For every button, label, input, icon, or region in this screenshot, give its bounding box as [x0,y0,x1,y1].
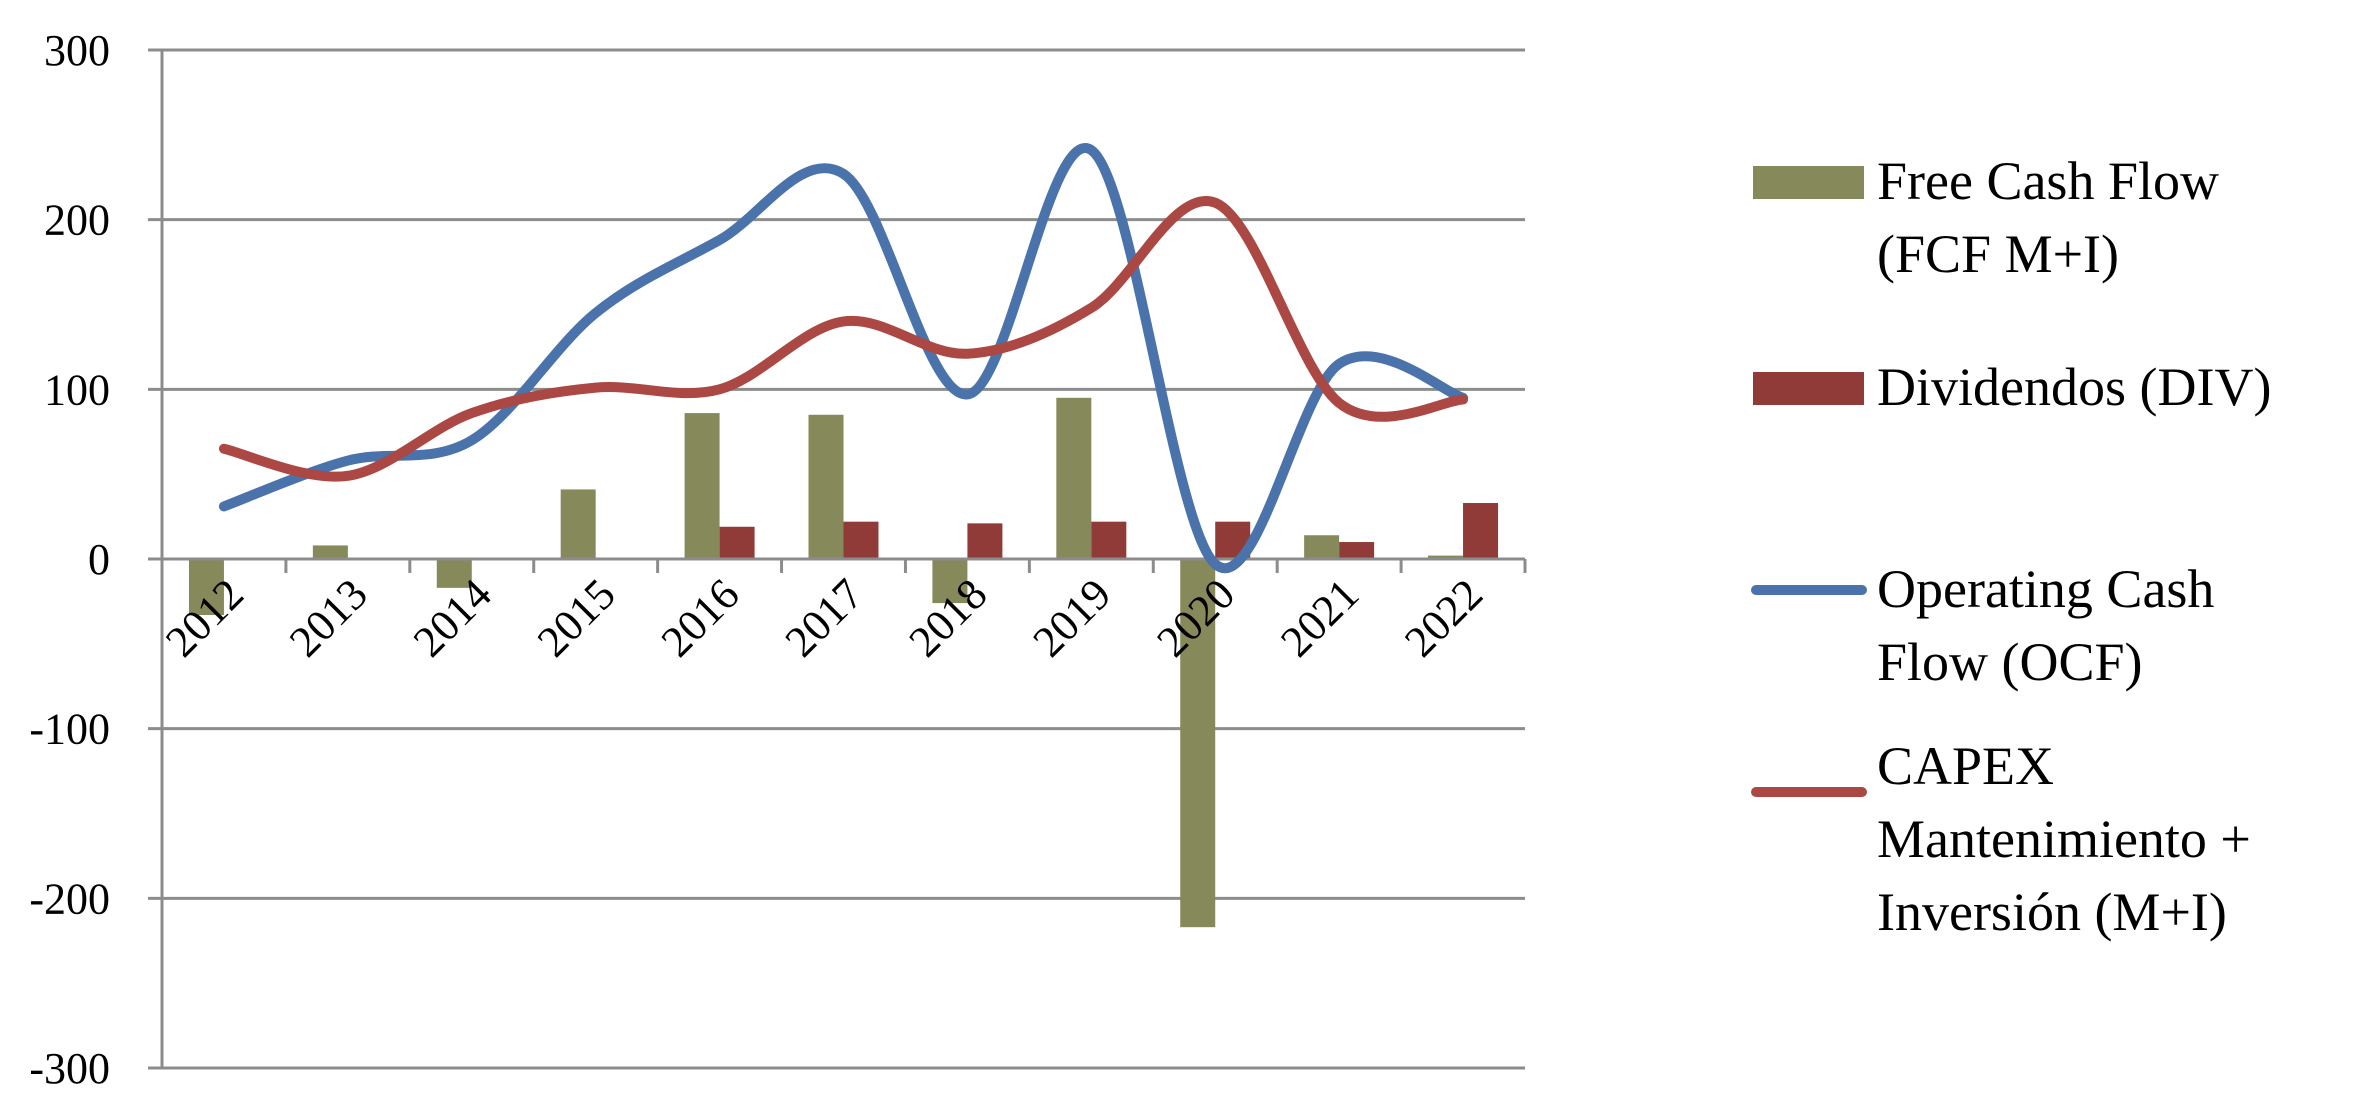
bar-free [436,559,472,588]
legend-swatch [1753,372,1864,405]
x-tick-label: 2017 [776,569,873,666]
x-tick-label: 2016 [652,569,749,666]
x-tick-label: 2021 [1271,569,1368,666]
axes [160,50,1527,1068]
x-tick-label: 2013 [280,569,377,666]
bar-free [684,413,720,559]
bar-free [1304,535,1340,559]
legend-label: Operating Cash [1877,559,2214,619]
x-tick-label: 2022 [1395,569,1492,666]
x-tick-label: 2012 [156,569,253,666]
line-capex [218,195,1469,482]
x-tick-label: 2020 [1147,569,1244,666]
bar-free [1428,555,1464,559]
legend-label: (FCF M+I) [1877,224,2119,284]
bar-free [808,414,844,559]
legend-swatch [1753,166,1864,199]
bar-dividendos [1339,542,1375,559]
legend: Free Cash Flow (FCF M+I) Dividendos (DIV) O… [1751,151,2271,942]
legend-item: CAPEX Mantenimiento + Inversión (M+I) [1751,736,2251,942]
legend-label: Free Cash Flow [1877,151,2219,211]
y-tick-label: 100 [44,365,110,414]
y-tick-label: -300 [29,1044,110,1093]
legend-label: Dividendos (DIV) [1877,357,2271,417]
legend-item: Dividendos (DIV) [1753,357,2271,417]
bar-free [932,559,968,604]
bar-dividendos [843,521,879,559]
legend-label: CAPEX [1877,736,2054,796]
y-axis-tick-labels: 300 200 100 0 -100 -200 -300 [29,26,110,1093]
y-tick-label: -200 [29,874,110,923]
bars [188,397,1499,928]
x-tick-label: 2014 [404,569,501,666]
y-tick-label: -100 [29,705,110,754]
bar-free [560,489,596,559]
legend-label: Mantenimiento + [1877,809,2251,869]
lines [218,143,1469,573]
x-axis-tick-labels: 2012 2013 2014 2015 2016 2017 2018 2019 2020 2021… [156,569,1492,666]
legend-item: Operating Cash Flow (OCF) [1751,559,2214,692]
bar-free [188,559,224,615]
legend-item: Free Cash Flow (FCF M+I) [1753,151,2219,284]
y-tick-label: 200 [44,196,110,245]
bar-free [312,545,348,559]
bar-free [1056,397,1092,559]
y-tick-label: 300 [44,26,110,75]
bar-dividendos [1091,521,1127,559]
bar-dividendos [967,523,1003,559]
bar-dividendos [719,526,755,559]
legend-label: Flow (OCF) [1877,632,2143,692]
x-tick-label: 2015 [528,569,625,666]
y-tick-label: 0 [88,535,110,584]
bar-dividendos [1463,503,1499,559]
legend-label: Inversión (M+I) [1877,882,2227,942]
x-tick-label: 2018 [900,569,997,666]
bar-free [1180,559,1216,928]
x-tick-label: 2019 [1024,569,1121,666]
